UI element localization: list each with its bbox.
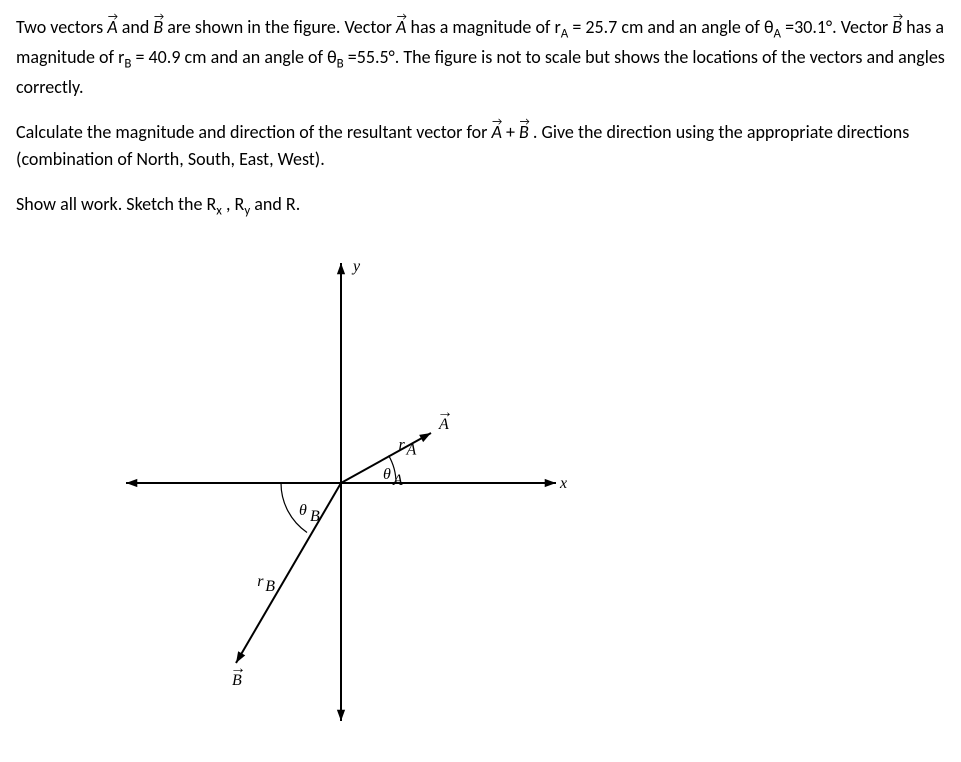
text: =30.1°. Vector — [785, 16, 892, 38]
text: are shown in the figure. Vector — [167, 16, 396, 38]
sub-a: A — [774, 27, 782, 42]
svg-text:θ: θ — [383, 466, 391, 483]
text: + — [506, 121, 519, 143]
sub-b: B — [337, 57, 344, 72]
svg-text:B: B — [310, 508, 320, 525]
svg-text:A: A — [406, 442, 417, 459]
paragraph-3: Show all work. Sketch the Rx , Ry and R. — [16, 191, 945, 221]
svg-text:r: r — [257, 573, 264, 590]
svg-text:→: → — [437, 404, 453, 421]
paragraph-2: Calculate the magnitude and direction of… — [16, 119, 945, 173]
text: Two vectors — [16, 16, 107, 38]
vector-a: →A — [491, 119, 501, 146]
sub-b: B — [124, 57, 131, 72]
svg-text:B: B — [265, 578, 275, 595]
vector-a: →A — [107, 14, 117, 41]
svg-text:x: x — [559, 475, 567, 492]
sub-a: A — [561, 27, 569, 42]
vector-a: →A — [396, 14, 406, 41]
svg-text:θ: θ — [299, 502, 307, 519]
svg-text:y: y — [351, 258, 361, 275]
text: Show all work. Sketch the R — [16, 193, 216, 215]
paragraph-1: Two vectors →A and →B are shown in the f… — [16, 14, 945, 101]
text: has a magnitude of r — [411, 16, 561, 38]
svg-text:r: r — [399, 437, 406, 454]
svg-text:A: A — [392, 472, 403, 489]
text: and — [122, 16, 154, 38]
text: = 40.9 cm and an angle of θ — [136, 46, 337, 68]
vector-b: →B — [892, 14, 902, 41]
vector-diagram: yxA→rAθAθBrBB→ — [96, 243, 945, 748]
text: , R — [226, 193, 244, 215]
text: and R. — [254, 193, 300, 215]
vector-b: →B — [153, 14, 163, 41]
text: Calculate the magnitude and direction of… — [16, 121, 491, 143]
vector-b: →B — [519, 119, 529, 146]
sub-y: y — [244, 204, 250, 219]
sub-x: x — [216, 204, 222, 219]
text: = 25.7 cm and an angle of θ — [572, 16, 773, 38]
svg-text:→: → — [230, 660, 246, 677]
